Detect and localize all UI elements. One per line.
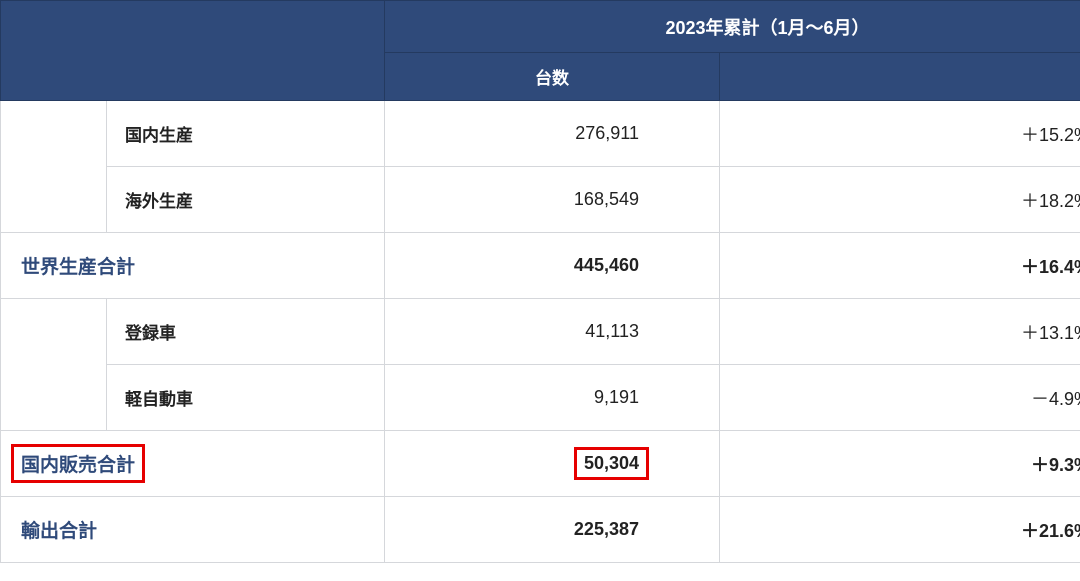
pct-registered-vehicles: ＋13.1%: [720, 299, 1080, 365]
pct-overseas-production: ＋18.2%: [720, 167, 1080, 233]
units-registered-vehicles: 41,113: [385, 299, 720, 365]
production-group-spacer: [1, 101, 107, 233]
pct-world-production-total: ＋16.4%: [720, 233, 1080, 299]
row-export-total: 輸出合計 225,387 ＋21.6%: [1, 497, 1080, 563]
header-pct: 前: [720, 53, 1080, 101]
production-sales-table: 2023年累計（1月～6月） 台数 前 国内生産 276,911 ＋15.2% …: [0, 0, 1080, 563]
pct-export-total: ＋21.6%: [720, 497, 1080, 563]
sales-group-spacer: [1, 299, 107, 431]
units-world-production-total: 445,460: [385, 233, 720, 299]
row-kei-vehicles: 軽自動車 9,191 －4.9%: [1, 365, 1080, 431]
label-registered-vehicles: 登録車: [107, 299, 385, 365]
units-overseas-production: 168,549: [385, 167, 720, 233]
label-domestic-sales-total: 国内販売合計: [1, 431, 385, 497]
header-stub: [1, 1, 385, 101]
row-domestic-production: 国内生産 276,911 ＋15.2%: [1, 101, 1080, 167]
pct-domestic-sales-total: ＋9.3%: [720, 431, 1080, 497]
pct-domestic-production: ＋15.2%: [720, 101, 1080, 167]
label-world-production-total: 世界生産合計: [1, 233, 385, 299]
units-domestic-production: 276,911: [385, 101, 720, 167]
label-export-total: 輸出合計: [1, 497, 385, 563]
label-overseas-production: 海外生産: [107, 167, 385, 233]
header-period: 2023年累計（1月～6月）: [385, 1, 1080, 53]
units-domestic-sales-total: 50,304: [385, 431, 720, 497]
row-overseas-production: 海外生産 168,549 ＋18.2%: [1, 167, 1080, 233]
units-kei-vehicles: 9,191: [385, 365, 720, 431]
label-domestic-production: 国内生産: [107, 101, 385, 167]
highlight-domestic-sales-units: 50,304: [584, 453, 639, 474]
row-world-production-total: 世界生産合計 445,460 ＋16.4%: [1, 233, 1080, 299]
label-kei-vehicles: 軽自動車: [107, 365, 385, 431]
row-domestic-sales-total: 国内販売合計 50,304 ＋9.3%: [1, 431, 1080, 497]
highlight-domestic-sales-label: 国内販売合計: [21, 450, 135, 477]
row-registered-vehicles: 登録車 41,113 ＋13.1%: [1, 299, 1080, 365]
units-export-total: 225,387: [385, 497, 720, 563]
pct-kei-vehicles: －4.9%: [720, 365, 1080, 431]
header-units: 台数: [385, 53, 720, 101]
